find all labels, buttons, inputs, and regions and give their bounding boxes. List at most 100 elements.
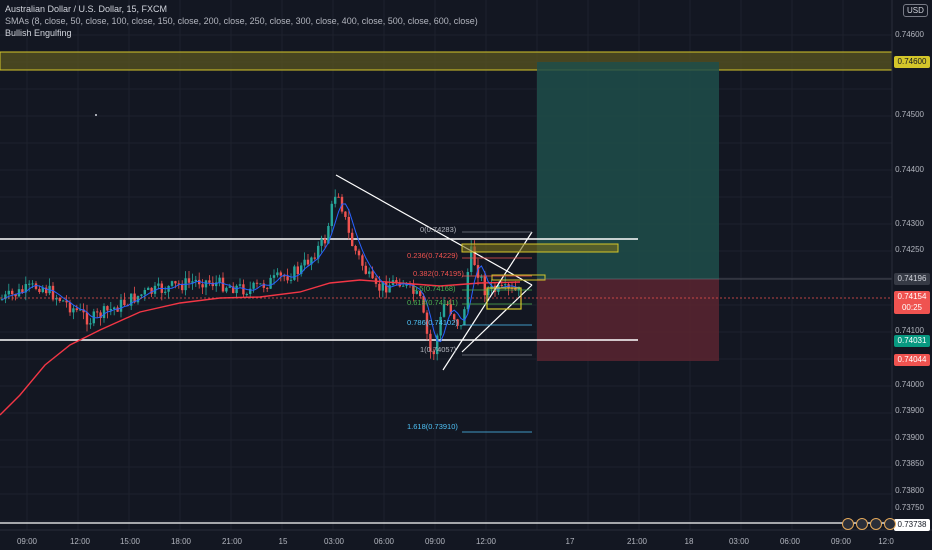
candle-body <box>436 335 439 355</box>
fib-label-0382[interactable]: 0.382(0.74195) <box>413 269 464 278</box>
price-label: 0.73800 <box>895 486 924 495</box>
candle-body <box>85 312 89 325</box>
candle-body <box>490 285 493 289</box>
candle-body <box>463 309 466 326</box>
candle-body <box>327 225 330 244</box>
candle-body <box>279 272 282 276</box>
candle-body <box>11 290 14 295</box>
candle-body <box>371 271 374 279</box>
time-label: 21:00 <box>221 537 243 546</box>
candle-body <box>72 308 75 313</box>
candle-body <box>514 287 517 291</box>
alert-icon[interactable] <box>856 518 868 530</box>
candle-body <box>41 287 44 293</box>
currency-badge[interactable]: USD <box>903 4 928 17</box>
fib-label-1618[interactable]: 1.618(0.73910) <box>407 422 458 431</box>
time-label: 18:00 <box>170 537 192 546</box>
candle-body <box>170 281 174 286</box>
candle-body <box>361 255 364 266</box>
stop-price-tag[interactable]: 0.74044 <box>894 354 930 366</box>
sma-slow-line <box>0 279 521 416</box>
candle-body <box>221 277 225 292</box>
candle-body <box>354 245 357 251</box>
sma-fast-line <box>1 203 519 343</box>
candle-body <box>351 232 354 246</box>
candle-body <box>289 279 293 281</box>
chart-title[interactable]: Australian Dollar / U.S. Dollar, 15, FXC… <box>5 4 168 14</box>
alert-icon[interactable] <box>842 518 854 530</box>
last-price-tag[interactable]: 0.74154 <box>894 291 930 303</box>
fib-label-0786[interactable]: 0.786(0.74102) <box>407 318 458 327</box>
candle-body <box>429 333 432 352</box>
candle-body <box>238 284 242 286</box>
candle-body <box>262 283 265 288</box>
candle-body <box>500 285 503 287</box>
fib-box-upper[interactable] <box>461 243 619 253</box>
candle-body <box>442 304 446 317</box>
candle-body <box>17 289 21 297</box>
candle-body <box>330 203 333 226</box>
candle-body <box>143 290 146 295</box>
price-label: 0.74000 <box>895 380 924 389</box>
triangle-upper-line[interactable] <box>335 174 533 286</box>
candle-body <box>480 276 483 278</box>
candle-body <box>283 275 286 277</box>
candle-body <box>317 245 320 259</box>
fib-box-lower[interactable] <box>486 287 522 310</box>
candle-body <box>412 283 415 294</box>
target-zone[interactable] <box>537 62 719 279</box>
bottom-price-tag[interactable]: 0.73738 <box>894 519 930 531</box>
time-label: 12:00 <box>475 537 497 546</box>
candle-body <box>439 316 442 336</box>
fib-box-mid[interactable] <box>491 274 546 281</box>
time-label: 09:00 <box>830 537 852 546</box>
candle-body <box>150 287 153 294</box>
target-price-tag[interactable]: 0.74031 <box>894 335 930 347</box>
price-label: 0.74500 <box>895 110 924 119</box>
candle-body <box>402 285 405 287</box>
candle-body <box>296 266 299 275</box>
level-price-tag[interactable]: 0.74196 <box>894 273 930 285</box>
candle-body <box>269 277 272 289</box>
candle-body <box>466 271 469 310</box>
candle-body <box>306 259 310 265</box>
candle-body <box>79 309 82 311</box>
candle-body <box>164 291 167 293</box>
triangle-lower-line-2[interactable] <box>461 284 533 353</box>
candle-body <box>266 287 269 289</box>
zone-price-tag[interactable]: 0.74600 <box>894 56 930 68</box>
fib-label-1[interactable]: 1(0.74057) <box>420 345 457 354</box>
candle-body <box>504 284 507 286</box>
alert-icon[interactable] <box>870 518 882 530</box>
price-label: 0.74600 <box>895 30 924 39</box>
time-label: 12:0 <box>878 537 894 546</box>
time-label: 03:00 <box>323 537 345 546</box>
candle-body <box>191 281 194 283</box>
pattern-label[interactable]: Bullish Engulfing <box>5 28 72 38</box>
fib-label-05[interactable]: 0.5(0.74168) <box>413 284 456 293</box>
candle-body <box>385 282 388 293</box>
fib-label-0618[interactable]: 0.618(0.74141) <box>407 298 458 307</box>
candle-body <box>4 294 7 300</box>
fib-label-0[interactable]: 0(0.74283) <box>420 225 457 234</box>
stop-zone[interactable] <box>537 279 719 361</box>
candle-body <box>14 294 17 297</box>
candle-body <box>215 282 218 287</box>
fib-label-0236[interactable]: 0.236(0.74229) <box>407 251 458 260</box>
sma-legend[interactable]: SMAs (8, close, 50, close, 100, close, 1… <box>5 16 478 26</box>
candle-body <box>96 311 99 313</box>
time-label: 03:00 <box>728 537 750 546</box>
candle-body <box>381 282 384 291</box>
alert-icon[interactable] <box>884 518 896 530</box>
alert-icons[interactable] <box>842 518 896 530</box>
candle-body <box>181 284 184 291</box>
candle-body <box>204 280 208 288</box>
time-label: 17 <box>565 537 575 546</box>
candle-body <box>272 275 276 278</box>
candle-body <box>232 286 235 294</box>
time-label: 15:00 <box>119 537 141 546</box>
candle-body <box>313 257 316 259</box>
candle-body <box>310 257 313 265</box>
candle-body <box>136 295 140 303</box>
supply-zone[interactable] <box>0 51 893 71</box>
